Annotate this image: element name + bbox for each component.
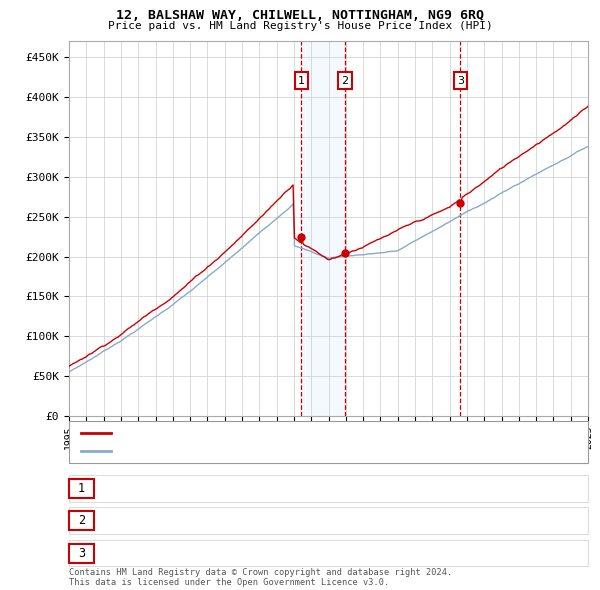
Text: 16% ↑ HPI: 16% ↑ HPI xyxy=(306,483,367,493)
Text: 1: 1 xyxy=(298,76,305,86)
Text: 2: 2 xyxy=(78,514,85,527)
Text: 3: 3 xyxy=(457,76,464,86)
Text: 18-DEC-2010: 18-DEC-2010 xyxy=(105,516,179,526)
Text: 11% ↑ HPI: 11% ↑ HPI xyxy=(306,548,367,558)
Text: 12, BALSHAW WAY, CHILWELL, NOTTINGHAM, NG9 6RQ (detached house): 12, BALSHAW WAY, CHILWELL, NOTTINGHAM, N… xyxy=(117,428,495,438)
Text: 12, BALSHAW WAY, CHILWELL, NOTTINGHAM, NG9 6RQ: 12, BALSHAW WAY, CHILWELL, NOTTINGHAM, N… xyxy=(116,9,484,22)
Text: £267,500: £267,500 xyxy=(207,548,261,558)
Text: HPI: Average price, detached house, Broxtowe: HPI: Average price, detached house, Brox… xyxy=(117,446,381,456)
Text: 2: 2 xyxy=(341,76,349,86)
Text: 18-AUG-2017: 18-AUG-2017 xyxy=(105,548,179,558)
Text: 1: 1 xyxy=(78,481,85,495)
Text: 9% ↑ HPI: 9% ↑ HPI xyxy=(306,516,360,526)
Text: £205,000: £205,000 xyxy=(207,516,261,526)
Bar xyxy=(301,41,345,416)
Text: 06-JUN-2008: 06-JUN-2008 xyxy=(105,483,179,493)
Text: Price paid vs. HM Land Registry's House Price Index (HPI): Price paid vs. HM Land Registry's House … xyxy=(107,21,493,31)
Text: 3: 3 xyxy=(78,546,85,560)
Text: Contains HM Land Registry data © Crown copyright and database right 2024.
This d: Contains HM Land Registry data © Crown c… xyxy=(69,568,452,587)
Text: £225,000: £225,000 xyxy=(207,483,261,493)
